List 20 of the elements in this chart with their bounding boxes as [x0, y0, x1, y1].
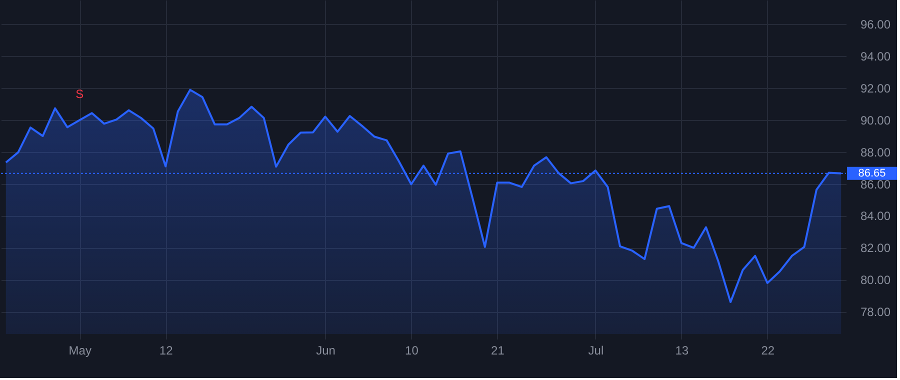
y-tick-label: 94.00 [860, 49, 891, 64]
x-tick-label: 21 [491, 344, 505, 358]
y-tick-label: 82.00 [860, 241, 891, 256]
ref-line-label: 86.65 [858, 167, 886, 180]
y-tick-label: 88.00 [860, 145, 891, 160]
x-tick-label: 10 [405, 344, 419, 358]
x-tick-label: Jun [316, 344, 336, 358]
x-tick-label: 22 [761, 344, 775, 358]
annotation: S [76, 87, 84, 102]
x-tick-label: 12 [159, 344, 174, 358]
y-tick-label: 90.00 [860, 113, 891, 128]
x-tick-label: Jul [588, 344, 604, 358]
x-tick-label: May [68, 344, 92, 358]
y-tick-label: 80.00 [860, 273, 891, 288]
x-tick-label: 13 [675, 344, 689, 358]
y-tick-label: 86.00 [860, 177, 891, 192]
y-tick-label: 84.00 [860, 209, 891, 224]
y-tick-label: 92.00 [860, 81, 891, 96]
y-tick-label: 78.00 [860, 305, 891, 320]
y-tick-label: 96.00 [860, 17, 891, 32]
